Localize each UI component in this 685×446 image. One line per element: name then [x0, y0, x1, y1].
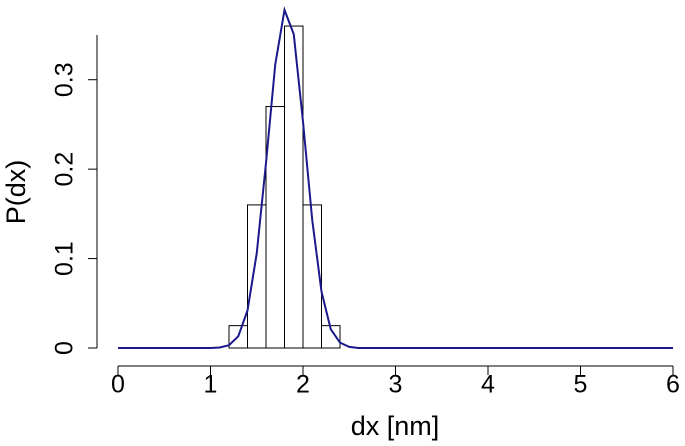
x-tick-label: 2 [296, 371, 310, 399]
x-axis-title: dx [nm] [351, 411, 440, 441]
x-tick-label: 3 [389, 371, 403, 399]
y-tick-label: 0.3 [51, 62, 79, 97]
y-tick-label: 0.1 [51, 241, 79, 276]
x-tick-label: 1 [204, 371, 218, 399]
bar [302, 204, 322, 349]
bar [284, 25, 304, 349]
y-axis-title: P(dx) [1, 160, 31, 225]
x-tick-label: 6 [666, 371, 680, 399]
x-tick-label: 4 [481, 371, 495, 399]
bar [247, 204, 267, 349]
y-tick-label: 0.2 [51, 152, 79, 187]
density-curve [118, 6, 673, 349]
x-tick-label: 5 [574, 371, 588, 399]
x-tick-label: 0 [111, 371, 125, 399]
y-tick-label: 0 [51, 341, 79, 355]
